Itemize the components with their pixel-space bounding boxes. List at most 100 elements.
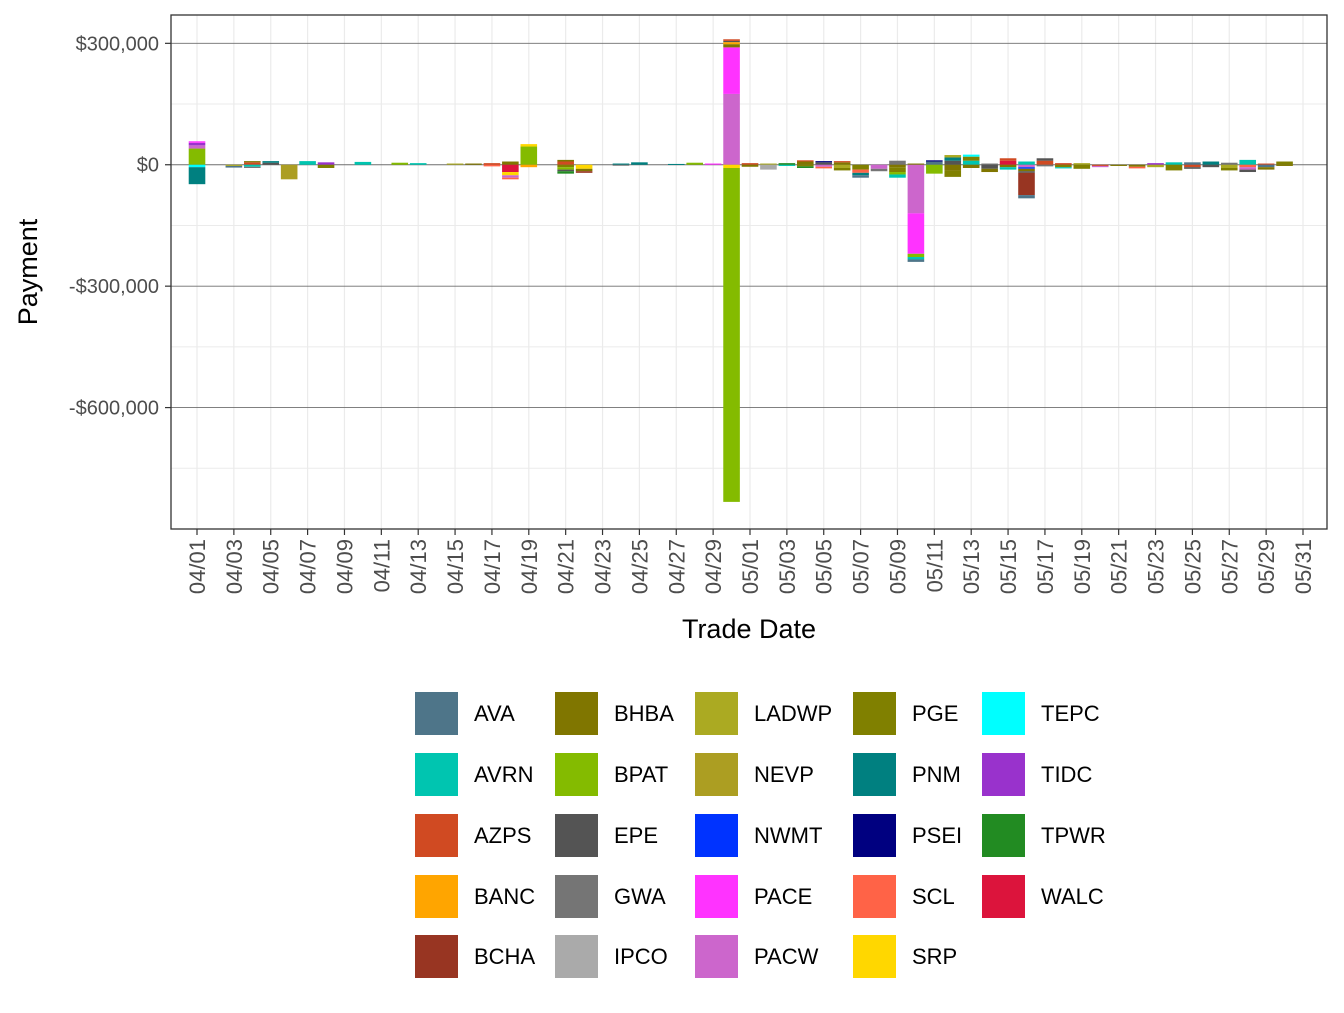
bar-segment-gwa-04-24 xyxy=(612,164,630,166)
bar-segment-psei-05-05 xyxy=(815,161,833,163)
x-tick-label: 05/19 xyxy=(1070,539,1095,594)
legend-item-tepc: TEPC xyxy=(982,692,1100,735)
bar-segment-azps-04-21 xyxy=(557,161,574,165)
x-tick-label: 04/03 xyxy=(222,539,247,594)
bar-segment-epe-05-28 xyxy=(1239,169,1256,173)
bar-segment-scl-04-17 xyxy=(483,164,501,167)
bar-segment-scl-05-05 xyxy=(815,166,833,169)
legend-item-scl: SCL xyxy=(853,875,955,918)
bar-segment-bpat-04-30 xyxy=(723,167,740,502)
bar-segment-bhba-05-12 xyxy=(944,164,962,171)
bar-segment-srp-04-30 xyxy=(723,164,740,168)
bar-segment-azps-04-04 xyxy=(244,162,261,165)
bar-segment-srp-04-18 xyxy=(502,172,519,176)
x-tick-label: 04/09 xyxy=(332,539,357,594)
bar-segment-bhba-04-30 xyxy=(723,44,740,48)
x-tick-label: 04/01 xyxy=(185,539,210,594)
bar-segment-epe-04-30 xyxy=(723,40,740,43)
bar-segment-pacw-04-01 xyxy=(188,145,206,149)
bar-segment-avrn-05-03 xyxy=(778,164,796,166)
bar-segment-pacw-05-16 xyxy=(1018,164,1035,168)
bar-segment-avrn-05-10 xyxy=(907,257,925,260)
bar-segment-bhba-04-22 xyxy=(575,168,593,172)
legend-item-srp: SRP xyxy=(853,935,957,978)
legend-swatch xyxy=(555,935,598,978)
x-tick-label: 04/11 xyxy=(369,539,394,592)
bar-segment-pnm-05-12 xyxy=(944,157,962,161)
bar-segment-avrn-05-09 xyxy=(889,174,906,178)
legend-label: LADWP xyxy=(754,701,832,726)
bar-segment-gwa-05-08 xyxy=(870,168,888,172)
legend-swatch xyxy=(695,692,738,735)
legend-swatch xyxy=(853,935,896,978)
legend-swatch xyxy=(695,753,738,796)
legend-swatch xyxy=(695,814,738,857)
x-tick-label: 05/05 xyxy=(812,539,837,594)
legend-item-tpwr: TPWR xyxy=(982,814,1106,857)
legend-label: EPE xyxy=(614,823,658,848)
bar-segment-pnm-04-24 xyxy=(612,163,630,165)
bar-segment-pace-04-30 xyxy=(723,47,740,94)
legend-swatch xyxy=(982,814,1025,857)
bar-segment-ladwp-05-12 xyxy=(944,155,962,158)
legend-item-azps: AZPS xyxy=(415,814,531,857)
legend-item-pge: PGE xyxy=(853,692,958,735)
bar-segment-bhba-05-01 xyxy=(741,164,759,167)
legend-label: BCHA xyxy=(474,944,535,969)
legend-label: NWMT xyxy=(754,823,822,848)
bar-segment-srp-04-19 xyxy=(520,144,538,147)
bar-segment-bhba-05-06 xyxy=(833,162,851,165)
legend-label: IPCO xyxy=(614,944,668,969)
x-tick-label: 05/29 xyxy=(1254,539,1279,594)
legend-item-tidc: TIDC xyxy=(982,753,1092,796)
bar-segment-bhba-04-04 xyxy=(244,161,261,163)
legend-swatch xyxy=(415,935,458,978)
legend-item-ipco: IPCO xyxy=(555,935,668,978)
bar-segment-tepc-05-13 xyxy=(962,154,980,157)
x-tick-label: 05/21 xyxy=(1107,539,1132,594)
bar-segment-pge-05-24 xyxy=(1165,164,1183,171)
plot-frame xyxy=(170,14,1328,530)
bar-segment-pge-04-08 xyxy=(317,164,335,168)
legend-label: WALC xyxy=(1041,884,1104,909)
legend-item-nwmt: NWMT xyxy=(695,814,822,857)
bar-segment-tepc-04-01 xyxy=(188,164,206,168)
x-tick-label: 04/13 xyxy=(406,539,431,594)
bar-segment-gwa-05-17 xyxy=(1036,164,1054,167)
bar-segment-avrn-05-24 xyxy=(1165,162,1183,165)
bar-segment-epe-05-12 xyxy=(944,160,962,165)
bar-segment-scl-04-18 xyxy=(502,177,519,180)
bar-segment-scl-05-28 xyxy=(1239,164,1256,168)
legend-swatch xyxy=(853,875,896,918)
bar-segment-ava-05-25 xyxy=(1184,162,1201,165)
legend-label: PACW xyxy=(754,944,819,969)
legend-item-ava: AVA xyxy=(415,692,515,735)
bar-segment-pacw-05-08 xyxy=(870,164,888,169)
legend-item-bhba: BHBA xyxy=(555,692,674,735)
legend-label: BANC xyxy=(474,884,535,909)
bar-segment-walc-04-18 xyxy=(502,164,519,173)
legend-swatch xyxy=(555,875,598,918)
bar-segment-ava-04-03 xyxy=(225,165,243,168)
legend-label: TPWR xyxy=(1041,823,1106,848)
bar-segment-gwa-04-04 xyxy=(244,166,261,168)
bar-segment-pacw-05-28 xyxy=(1239,167,1256,170)
x-tick-label: 04/17 xyxy=(480,539,505,594)
bar-segment-pacw-05-20 xyxy=(1091,165,1109,168)
bar-segment-pnm-05-07 xyxy=(852,172,869,176)
bar-segment-tidc-05-23 xyxy=(1147,163,1164,165)
bar-segment-ava-05-29 xyxy=(1257,164,1275,168)
x-axis-title: Trade Date xyxy=(682,614,816,644)
y-tick-label: $300,000 xyxy=(76,33,159,55)
bar-segment-psei-05-11 xyxy=(926,160,943,162)
legend-label: PGE xyxy=(912,701,958,726)
bar-segment-walc-05-15 xyxy=(999,160,1017,165)
bars-layer xyxy=(188,39,1293,502)
bar-segment-ladwp-05-06 xyxy=(833,164,851,168)
bar-segment-bpat-05-10 xyxy=(907,253,925,258)
bar-segment-epe-05-26 xyxy=(1202,164,1220,168)
bar-segment-ava-05-16 xyxy=(1018,195,1035,199)
legend-item-gwa: GWA xyxy=(555,875,666,918)
